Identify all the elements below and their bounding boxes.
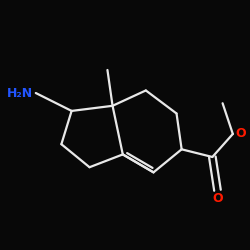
Text: O: O [236, 128, 246, 140]
Text: O: O [212, 192, 223, 204]
Text: H₂N: H₂N [7, 86, 33, 100]
